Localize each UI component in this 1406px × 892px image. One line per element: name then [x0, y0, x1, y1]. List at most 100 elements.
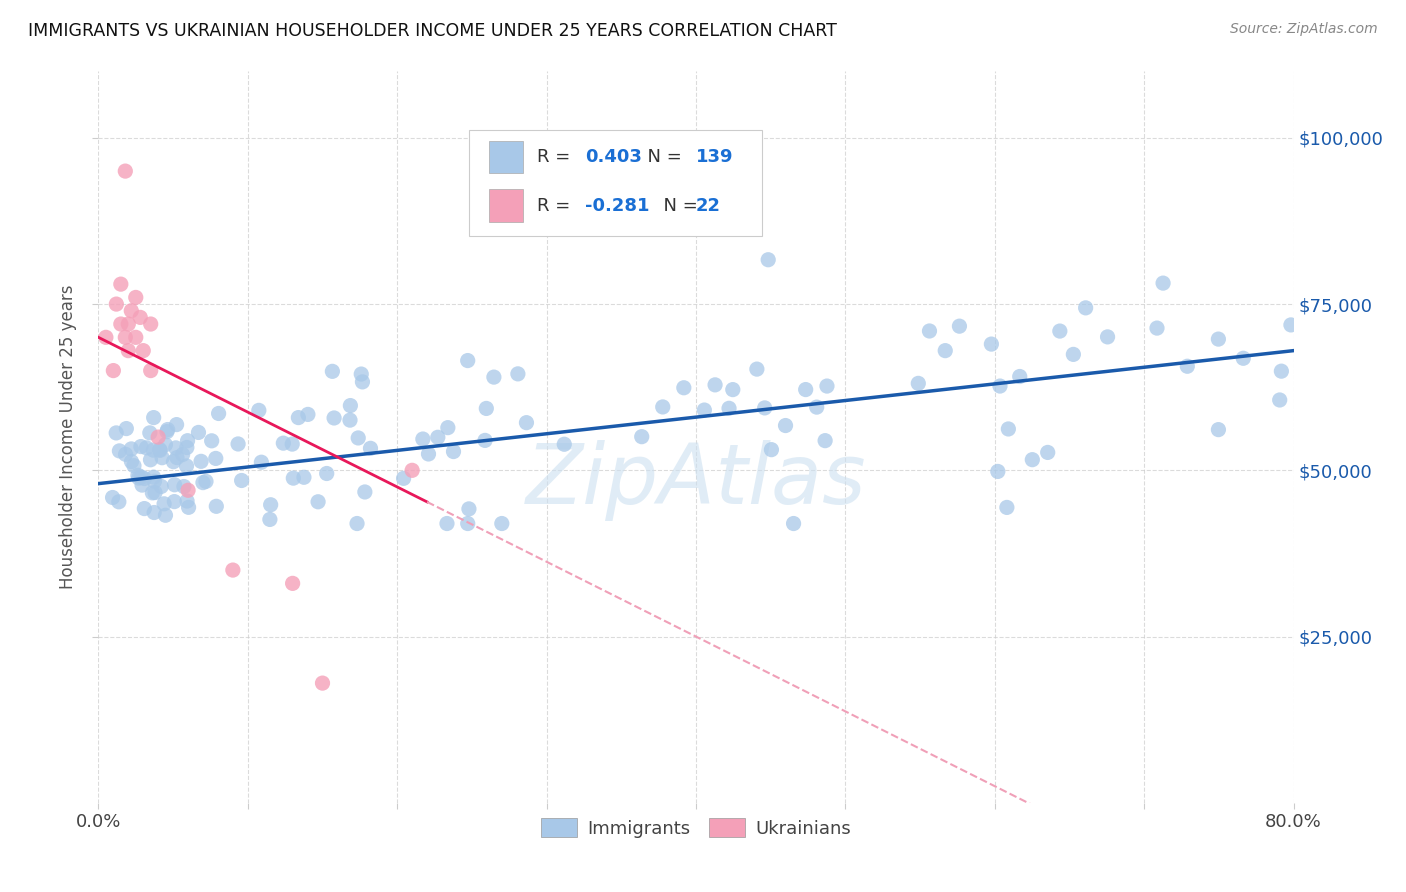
Point — [1152, 276, 1174, 290]
Point — [1008, 369, 1031, 384]
Text: N =: N = — [652, 197, 703, 215]
Point — [105, 425, 128, 440]
Point — [436, 516, 458, 531]
Point — [115, 421, 138, 435]
Point — [129, 310, 152, 325]
Point — [980, 337, 1002, 351]
Point — [195, 475, 218, 489]
Point — [120, 442, 142, 456]
Point — [205, 500, 228, 514]
Point — [672, 381, 695, 395]
Point — [1021, 452, 1043, 467]
Point — [347, 431, 370, 445]
Point — [756, 252, 779, 267]
Point — [704, 377, 727, 392]
Point — [114, 330, 136, 344]
Point — [191, 475, 214, 490]
Point — [775, 418, 797, 433]
Point — [721, 383, 744, 397]
Point — [815, 379, 838, 393]
Point — [814, 434, 837, 448]
Point — [177, 500, 200, 515]
Point — [443, 444, 465, 458]
Point — [474, 434, 496, 448]
Point — [988, 379, 1011, 393]
Point — [1062, 347, 1084, 361]
Point — [163, 477, 186, 491]
Point — [457, 516, 479, 531]
Point — [187, 425, 209, 440]
Point — [128, 471, 150, 485]
FancyBboxPatch shape — [470, 130, 762, 235]
Point — [139, 317, 162, 331]
Point — [250, 455, 273, 469]
Point — [156, 425, 179, 439]
Text: ZipAtlas: ZipAtlas — [526, 441, 866, 522]
Point — [120, 303, 142, 318]
Point — [754, 401, 776, 415]
Text: IMMIGRANTS VS UKRAINIAN HOUSEHOLDER INCOME UNDER 25 YEARS CORRELATION CHART: IMMIGRANTS VS UKRAINIAN HOUSEHOLDER INCO… — [28, 22, 837, 40]
Point — [995, 500, 1018, 515]
Point — [176, 441, 198, 455]
Point — [506, 367, 529, 381]
Point — [117, 317, 139, 331]
Point — [173, 479, 195, 493]
Point — [346, 516, 368, 531]
Point — [437, 420, 460, 434]
Point — [110, 277, 132, 292]
Point — [121, 454, 143, 468]
FancyBboxPatch shape — [489, 141, 523, 173]
Point — [222, 563, 245, 577]
Point — [482, 370, 505, 384]
Point — [745, 362, 768, 376]
Point — [163, 494, 186, 508]
Point — [134, 501, 156, 516]
Point — [794, 383, 817, 397]
Text: Source: ZipAtlas.com: Source: ZipAtlas.com — [1230, 22, 1378, 37]
Point — [693, 403, 716, 417]
Point — [1097, 330, 1119, 344]
Point — [176, 434, 198, 448]
Point — [108, 495, 131, 509]
Point — [125, 290, 148, 304]
Point — [135, 441, 157, 455]
Point — [491, 516, 513, 531]
Point — [339, 399, 361, 413]
Point — [142, 443, 165, 458]
Point — [122, 458, 145, 473]
Point — [108, 443, 131, 458]
Point — [110, 317, 132, 331]
Text: -0.281: -0.281 — [585, 197, 650, 215]
Point — [204, 451, 226, 466]
Point — [134, 471, 156, 485]
Legend: Immigrants, Ukrainians: Immigrants, Ukrainians — [533, 811, 859, 845]
Point — [761, 442, 783, 457]
Point — [281, 437, 304, 451]
Point — [226, 437, 249, 451]
Text: 22: 22 — [696, 197, 721, 215]
Point — [176, 494, 198, 508]
Point — [127, 468, 149, 483]
FancyBboxPatch shape — [489, 189, 523, 222]
Point — [117, 343, 139, 358]
Point — [418, 447, 440, 461]
Point — [139, 452, 162, 467]
Point — [948, 319, 970, 334]
Point — [1208, 423, 1230, 437]
Point — [457, 353, 479, 368]
Point — [307, 495, 329, 509]
Point — [153, 497, 176, 511]
Point — [1279, 318, 1302, 332]
Point — [273, 436, 295, 450]
Point — [1036, 445, 1059, 459]
Point — [350, 367, 373, 381]
Point — [515, 416, 537, 430]
Point — [155, 508, 177, 523]
Point — [1074, 301, 1097, 315]
Point — [311, 676, 333, 690]
Point — [352, 375, 374, 389]
Point — [259, 512, 281, 526]
Point — [1208, 332, 1230, 346]
Point — [339, 413, 361, 427]
Point — [426, 430, 449, 444]
